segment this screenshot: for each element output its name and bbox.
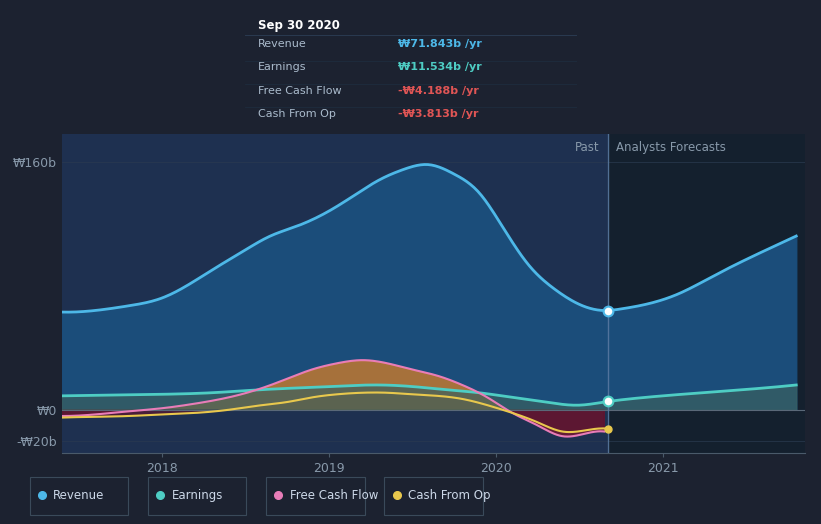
Text: -₩3.813b /yr: -₩3.813b /yr (397, 108, 478, 118)
Text: Free Cash Flow: Free Cash Flow (258, 85, 342, 95)
Text: Revenue: Revenue (258, 39, 307, 49)
Text: ₩71.843b /yr: ₩71.843b /yr (397, 39, 481, 49)
Bar (62, 134, 608, 453)
Text: Cash From Op: Cash From Op (258, 108, 336, 118)
Text: ₩11.534b /yr: ₩11.534b /yr (397, 62, 481, 72)
Text: Earnings: Earnings (172, 489, 222, 501)
Text: Analysts Forecasts: Analysts Forecasts (616, 141, 726, 155)
Text: Revenue: Revenue (53, 489, 104, 501)
Bar (608, 134, 805, 453)
Text: Sep 30 2020: Sep 30 2020 (258, 19, 340, 31)
Text: -₩4.188b /yr: -₩4.188b /yr (397, 85, 479, 95)
Text: Free Cash Flow: Free Cash Flow (290, 489, 378, 501)
Text: Cash From Op: Cash From Op (408, 489, 490, 501)
Text: Earnings: Earnings (258, 62, 306, 72)
Text: Past: Past (575, 141, 599, 155)
